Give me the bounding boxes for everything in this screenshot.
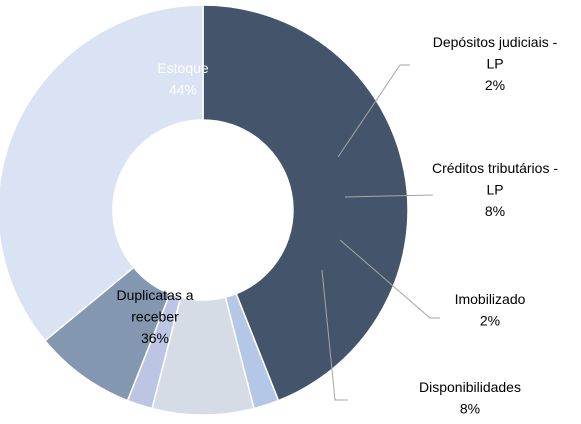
slice-label-line: Depósitos judiciais - bbox=[433, 34, 558, 50]
slice-label-line: Imobilizado bbox=[455, 291, 526, 307]
slice-label-line: LP bbox=[486, 56, 503, 72]
leader-line bbox=[344, 194, 434, 198]
donut-slice bbox=[0, 4, 204, 342]
slice-label-line: LP bbox=[486, 182, 503, 198]
leader-line bbox=[321, 269, 348, 401]
slice-label: Depósitos judiciais - LP bbox=[433, 34, 558, 72]
slice-label-line: Disponibilidades bbox=[419, 379, 521, 395]
slice-label: Disponibilidades bbox=[419, 379, 521, 395]
value-label: 44% bbox=[169, 82, 197, 98]
donut-slice bbox=[202, 4, 409, 402]
slice-label-line: Créditos tributários - bbox=[432, 160, 558, 176]
slice-label-line: Duplicatas a bbox=[116, 287, 193, 303]
value-label: 8% bbox=[485, 203, 505, 219]
value-label: 2% bbox=[485, 77, 505, 93]
slice-label: Duplicatas a receber bbox=[116, 287, 193, 325]
leader-line bbox=[339, 239, 440, 319]
value-label: 2% bbox=[480, 313, 500, 329]
slice-label: Imobilizado bbox=[455, 291, 526, 307]
slice-label-line: receber bbox=[131, 309, 179, 325]
leader-line bbox=[337, 64, 410, 158]
slice-label: Estoque bbox=[157, 60, 209, 76]
slice-label-line: Estoque bbox=[157, 60, 209, 76]
slice-label: Créditos tributários - LP bbox=[432, 160, 558, 198]
value-label: 8% bbox=[460, 401, 480, 417]
value-label: 36% bbox=[141, 330, 169, 346]
